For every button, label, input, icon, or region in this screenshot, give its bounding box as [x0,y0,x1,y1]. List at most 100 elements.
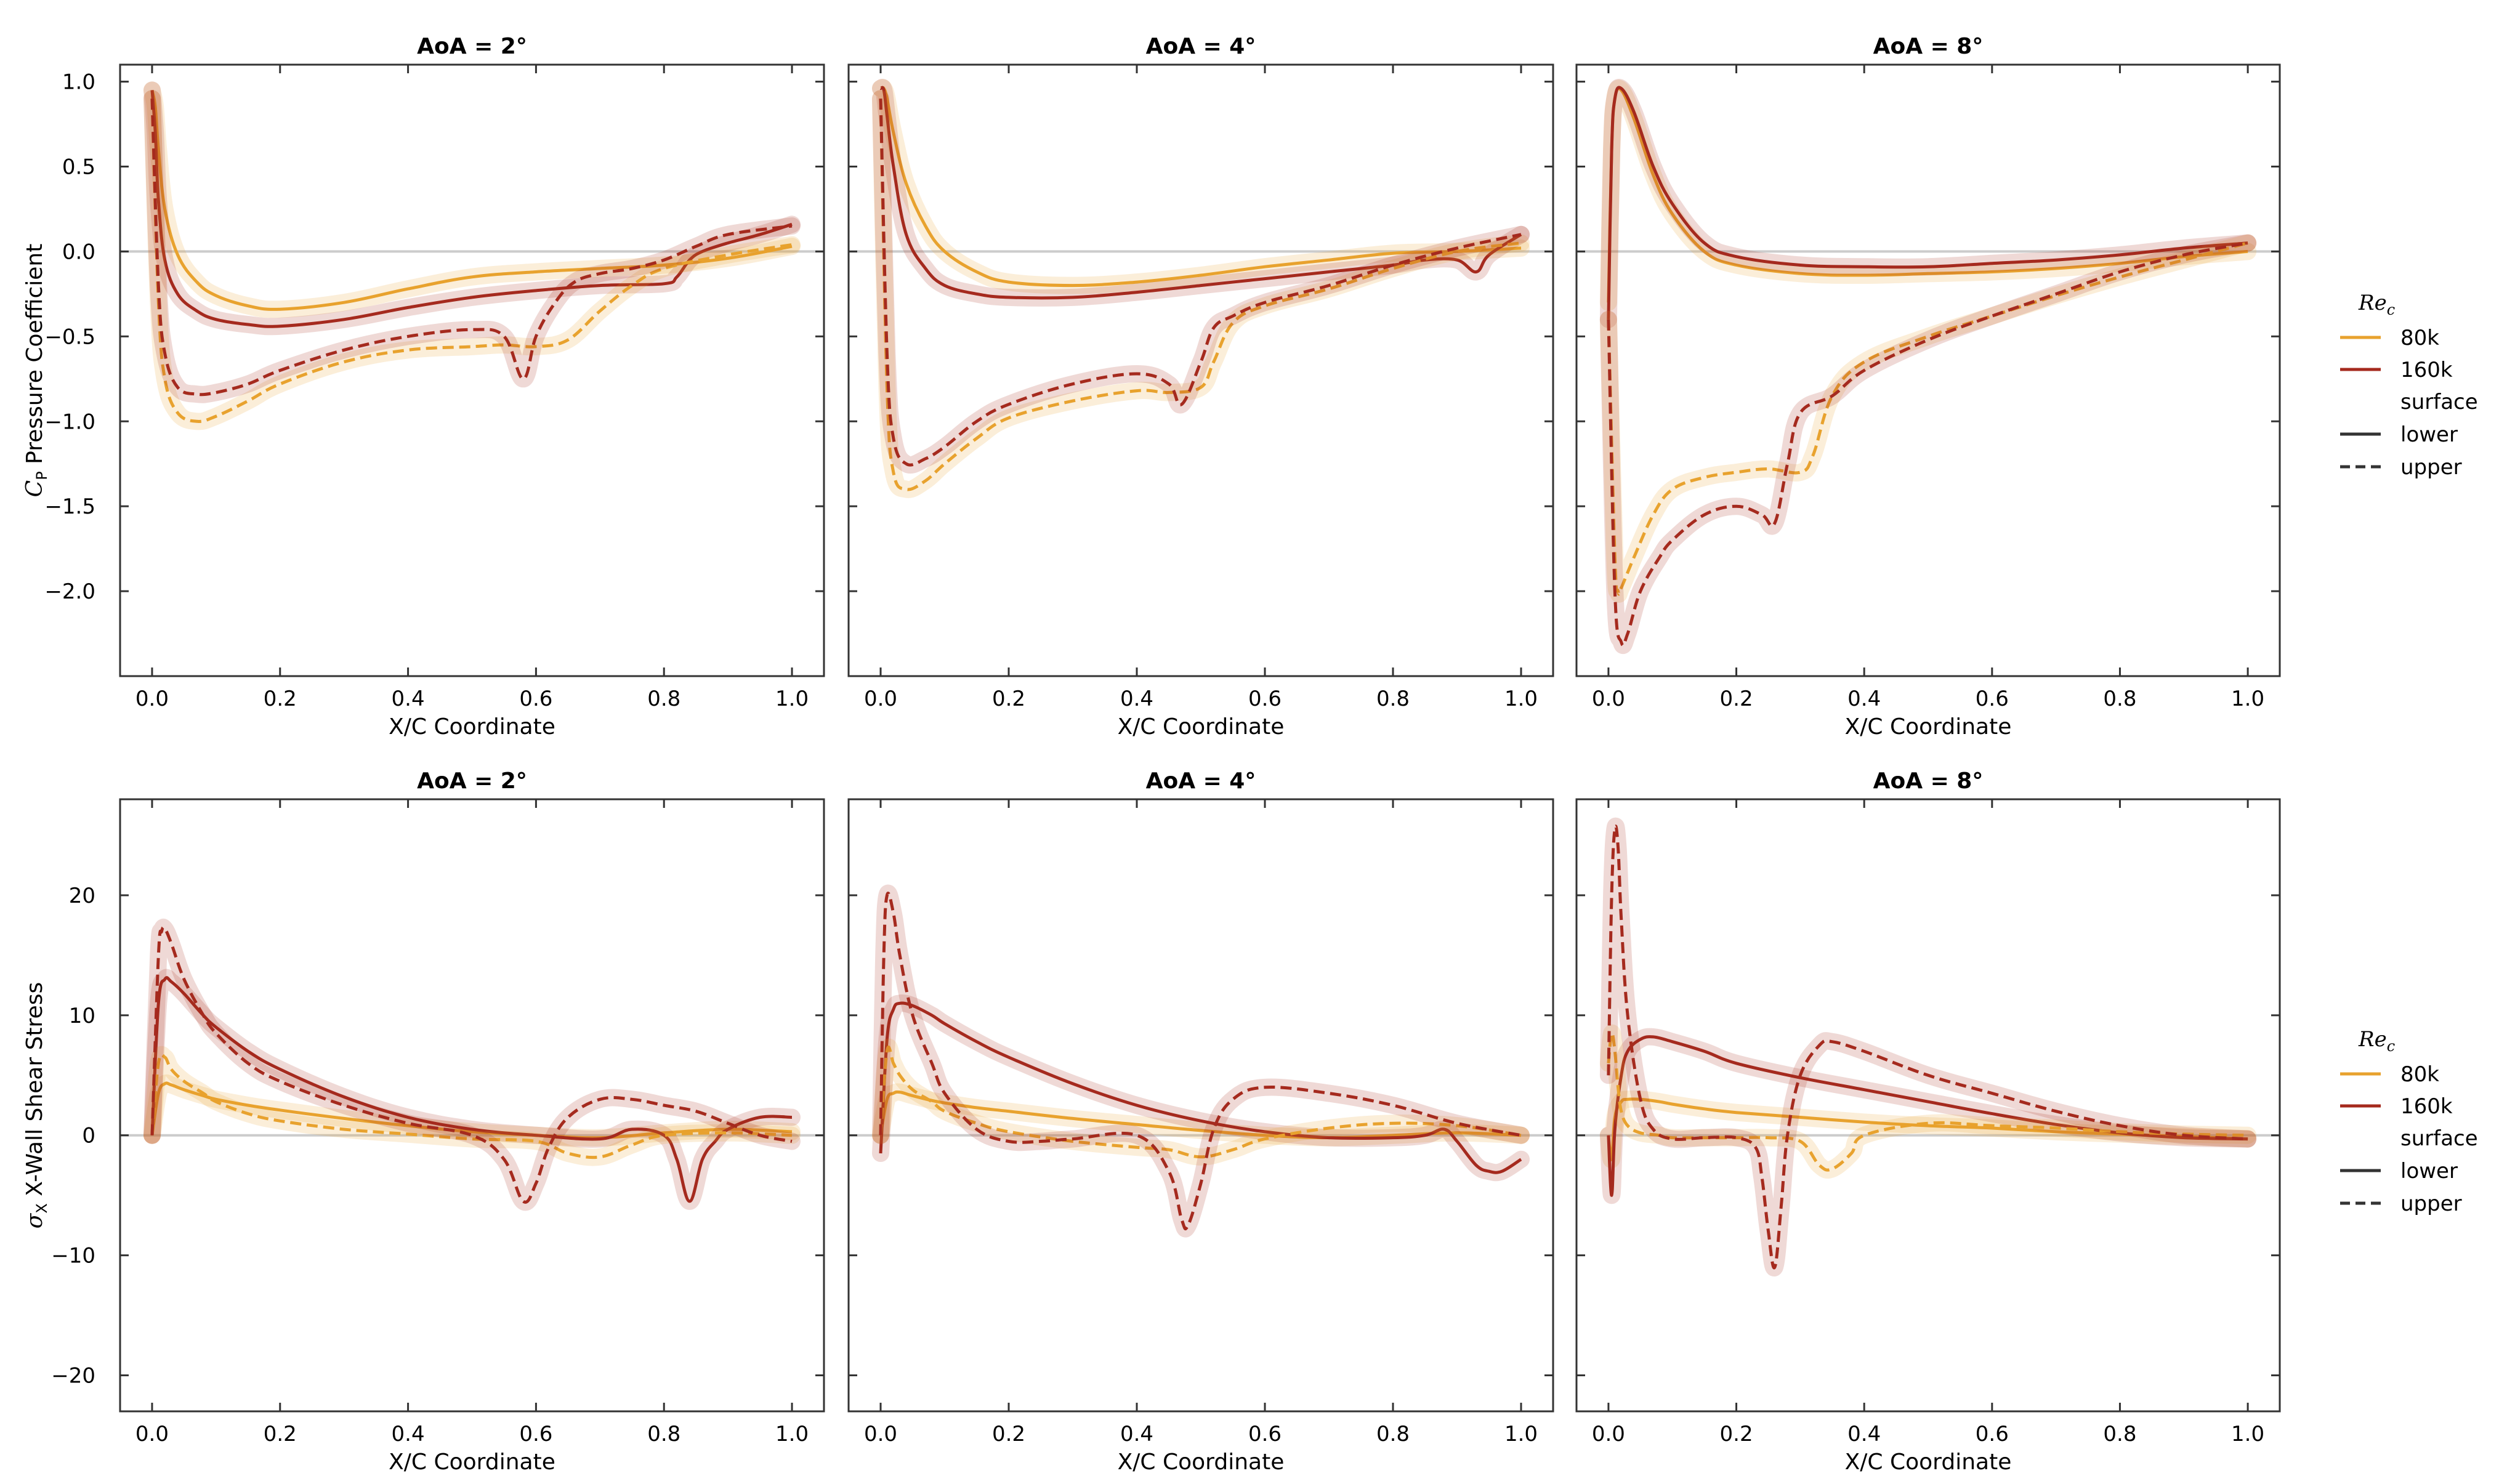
legend-surface-title: surface [2400,1126,2478,1151]
uncertainty-band [872,884,1530,1238]
series-group [872,884,1530,1238]
panel-title: AoA = 8° [1873,34,1984,59]
series-line-80k-upper [1607,1031,2248,1172]
x-tick-label: 0.0 [135,687,169,711]
x-tick-label: 0.6 [519,687,552,711]
series-line-80k-lower [150,89,793,311]
uncertainty-band [1599,234,2257,654]
legend-label-upper: upper [2400,455,2462,480]
x-axis-label: X/C Coordinate [1118,714,1285,740]
x-axis-label: X/C Coordinate [1845,714,2012,740]
series-line-80k-upper [879,1045,1522,1159]
y-axis-label: CP Pressure Coefficient [22,244,50,498]
series-line-160k-upper [879,99,1522,467]
x-tick-label: 0.0 [135,1422,169,1446]
x-tick-label: 0.6 [1976,1422,2009,1446]
series-line-80k-lower [150,1081,793,1140]
x-tick-label: 1.0 [2231,1422,2264,1446]
panel-title: AoA = 4° [1146,34,1256,59]
plot-frame [1575,63,2281,677]
legend-label-160k: 160k [2400,1094,2453,1119]
x-tick-label: 0.6 [1248,1422,1282,1446]
legend-label-80k: 80k [2400,326,2439,350]
x-tick-label: 0.6 [1248,687,1282,711]
legend-label-upper: upper [2400,1192,2462,1216]
y-axis-symbol: σ [22,1212,47,1228]
y-tick-label: −10 [51,1244,95,1268]
series-line-160k-lower [1607,86,2248,320]
y-tick-label: −1.5 [44,494,95,519]
x-tick-label: 1.0 [1504,1422,1538,1446]
y-tick-label: 1.0 [62,70,95,95]
x-axis-label: X/C Coordinate [1118,1450,1285,1475]
x-tick-label: 0.2 [264,1422,297,1446]
series-group [143,81,801,430]
x-tick-label: 0.2 [992,687,1025,711]
x-axis-label: X/C Coordinate [1845,1450,2012,1475]
x-tick-label: 1.0 [775,687,809,711]
y-axis-subscript: X [33,1203,50,1213]
y-tick-label: −2.0 [44,579,95,604]
x-tick-label: 0.4 [392,1422,425,1446]
series-group [1599,817,2257,1276]
series-line-160k-lower [879,86,1522,300]
x-tick-label: 0.6 [519,1422,552,1446]
x-tick-label: 0.2 [992,1422,1025,1446]
uncertainty-band [1599,234,2257,603]
x-tick-label: 0.0 [864,1422,897,1446]
x-tick-label: 0.0 [1592,687,1625,711]
series-line-80k-upper [879,99,1522,491]
y-tick-label: 0 [82,1124,95,1148]
y-axis-subscript: P [33,471,50,480]
uncertainty-band [143,90,801,430]
series-line-160k-upper [879,892,1522,1231]
plot-frame [119,63,825,677]
x-tick-label: 1.0 [1504,687,1538,711]
series-line-160k-upper [1607,241,2248,647]
y-tick-label: 10 [69,1004,95,1028]
y-tick-label: 0.0 [62,240,95,264]
x-axis-label: X/C Coordinate [389,714,555,740]
x-tick-label: 0.0 [1592,1422,1625,1446]
x-tick-label: 0.8 [647,687,680,711]
chart-panel-1: 0.0 0.2 0.4 0.6 0.8 1.0 1.0 0.5 0.0 −0.5 −1.0 −1.5 −… [22,34,825,740]
series-line-80k-upper [150,99,793,423]
x-tick-label: 0.8 [1376,687,1410,711]
x-tick-label: 0.8 [2103,687,2136,711]
x-axis-label: X/C Coordinate [389,1450,555,1475]
x-tick-label: 0.4 [1120,1422,1153,1446]
series-line-80k-upper [1607,241,2248,596]
plot-frame [847,798,1554,1413]
legend-title: Rec [2358,1027,2395,1055]
y-tick-label: −0.5 [44,325,95,349]
x-tick-label: 0.4 [1120,687,1153,711]
uncertainty-band [143,81,801,336]
panel-title: AoA = 4° [1146,768,1256,794]
uncertainty-band [1599,79,2257,328]
y-tick-label: −20 [51,1364,95,1389]
x-tick-label: 1.0 [775,1422,809,1446]
series-line-160k-lower [150,90,793,328]
y-axis-text: X-Wall Shear Stress [22,982,47,1203]
x-tick-label: 0.2 [264,687,297,711]
series-group [872,79,1530,498]
plot-frame [119,798,825,1413]
x-tick-label: 0.0 [864,687,897,711]
legend-label-160k: 160k [2400,358,2453,382]
y-axis-text: Pressure Coefficient [22,244,47,472]
chart-panel-4: 0.0 0.2 0.4 0.6 0.8 1.0 20 10 0 −10 −20 X/C Coordin… [22,768,825,1475]
legend-label-lower: lower [2400,1159,2458,1184]
legend-surface-title: surface [2400,390,2478,414]
legend-top: Rec 80k 160k surface lower upper [2340,291,2478,480]
legend-label-lower: lower [2400,422,2458,447]
x-tick-label: 0.4 [1847,1422,1881,1446]
x-tick-label: 0.8 [2103,1422,2136,1446]
series-line-160k-upper [150,99,793,397]
series-line-160k-upper [1607,825,2248,1270]
x-tick-label: 1.0 [2231,687,2264,711]
plot-frame [847,63,1554,677]
chart-panel-6: 0.0 0.2 0.4 0.6 0.8 1.0 X/C Coordinate AoA = 8° [1575,768,2281,1475]
series-line-160k-lower [150,976,793,1203]
legend-bottom: Rec 80k 160k surface lower upper [2340,1027,2478,1216]
